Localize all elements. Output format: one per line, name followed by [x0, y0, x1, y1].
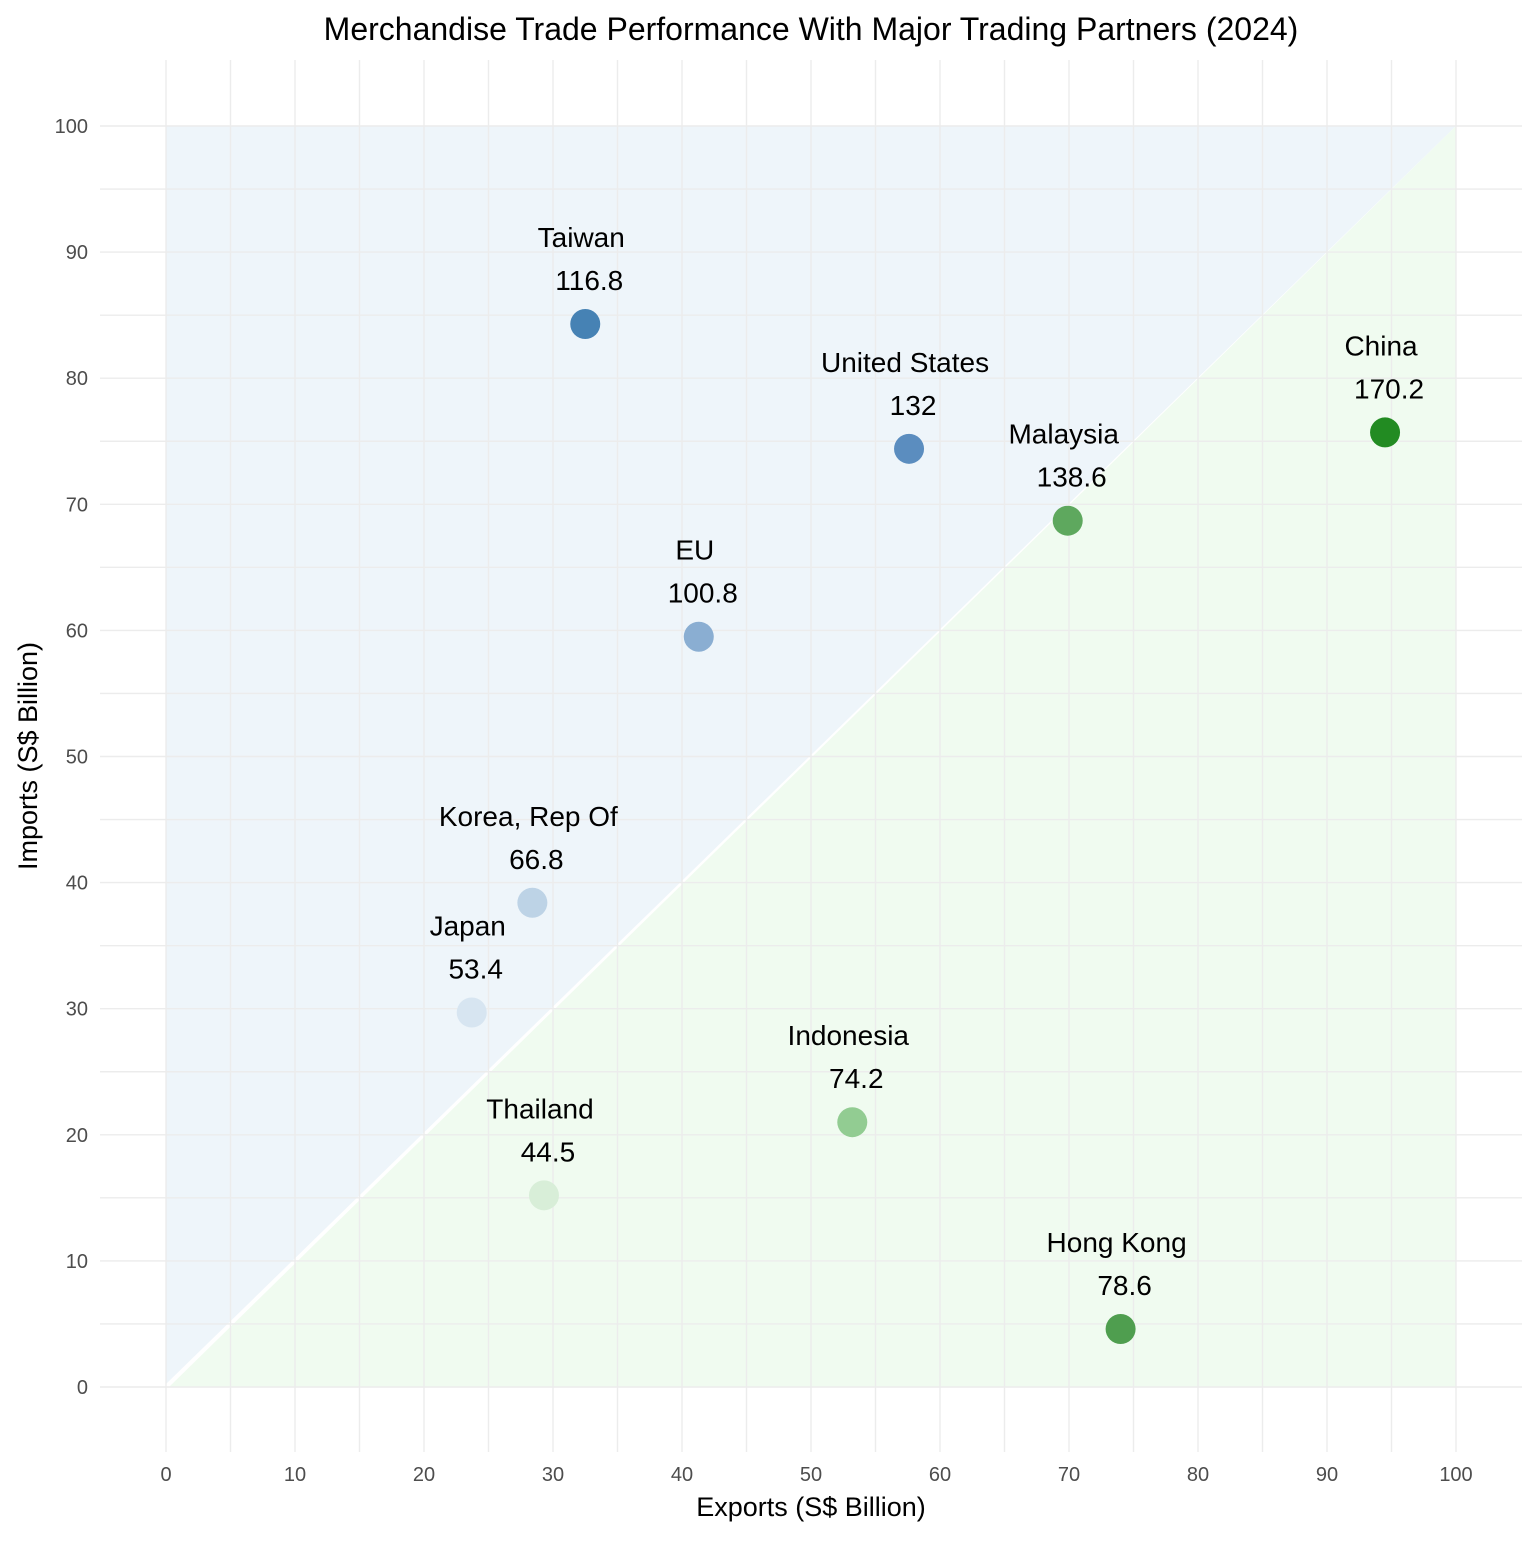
point-value-label: 74.2: [829, 1063, 884, 1094]
y-tick-label: 50: [66, 747, 88, 769]
y-tick-label: 0: [77, 1377, 88, 1399]
point-name-label: China: [1344, 330, 1418, 361]
x-tick-label: 60: [929, 1464, 951, 1486]
point-value-label: 66.8: [509, 844, 564, 875]
y-tick-label: 70: [66, 494, 88, 516]
point-value-label: 100.8: [668, 578, 738, 609]
point-name-label: EU: [675, 535, 714, 566]
point-name-label: Indonesia: [788, 1020, 910, 1051]
point-labels: Taiwan 116.8 United States 132 China 170.2 Mal…: [430, 222, 1425, 1301]
data-point: [1052, 505, 1083, 536]
point-value-label: 44.5: [521, 1136, 576, 1167]
data-point: [456, 997, 487, 1028]
x-tick-label: 80: [1187, 1464, 1209, 1486]
y-tick-label: 20: [66, 1125, 88, 1147]
x-tick-label: 50: [800, 1464, 822, 1486]
data-point: [1105, 1313, 1136, 1344]
chart-title: Merchandise Trade Performance With Major…: [324, 11, 1299, 47]
data-point: [570, 308, 601, 339]
x-tick-label: 70: [1058, 1464, 1080, 1486]
x-tick-label: 10: [284, 1464, 306, 1486]
point-value-label: 78.6: [1097, 1270, 1152, 1301]
point-name-label: Malaysia: [1008, 419, 1119, 450]
data-point: [1370, 417, 1401, 448]
point-name-label: Taiwan: [538, 222, 625, 253]
point-value-label: 53.4: [448, 953, 503, 984]
x-tick-label: 20: [413, 1464, 435, 1486]
x-tick-label: 100: [1439, 1464, 1472, 1486]
point-value-label: 132: [890, 390, 937, 421]
data-point: [528, 1180, 559, 1211]
y-axis-title: Imports (S$ Billion): [13, 642, 43, 870]
tick-labels: 0 10 20 30 40 50 60 70 80 90 100 0 10 20 30 40 50 60 70 80 9…: [55, 116, 1473, 1486]
point-value-label: 138.6: [1037, 462, 1107, 493]
point-value-label: 170.2: [1354, 373, 1424, 404]
data-point: [894, 433, 925, 464]
point-name-label: United States: [821, 347, 989, 378]
data-point: [683, 621, 714, 652]
gridlines: [100, 60, 1522, 1452]
y-tick-label: 90: [66, 242, 88, 264]
x-tick-label: 90: [1316, 1464, 1338, 1486]
x-tick-label: 40: [671, 1464, 693, 1486]
point-name-label: Japan: [430, 910, 506, 941]
y-tick-label: 40: [66, 873, 88, 895]
y-tick-label: 80: [66, 368, 88, 390]
point-name-label: Korea, Rep Of: [439, 801, 618, 832]
x-tick-label: 30: [542, 1464, 564, 1486]
point-name-label: Hong Kong: [1047, 1227, 1187, 1258]
y-tick-label: 100: [55, 116, 88, 138]
y-tick-label: 10: [66, 1251, 88, 1273]
data-point: [517, 887, 548, 918]
point-name-label: Thailand: [486, 1093, 593, 1124]
y-tick-label: 60: [66, 620, 88, 642]
data-points: [456, 308, 1401, 1344]
x-axis-title: Exports (S$ Billion): [696, 1492, 926, 1522]
y-tick-label: 30: [66, 999, 88, 1021]
x-tick-label: 0: [160, 1464, 171, 1486]
data-point: [837, 1107, 868, 1138]
point-value-label: 116.8: [555, 265, 623, 296]
